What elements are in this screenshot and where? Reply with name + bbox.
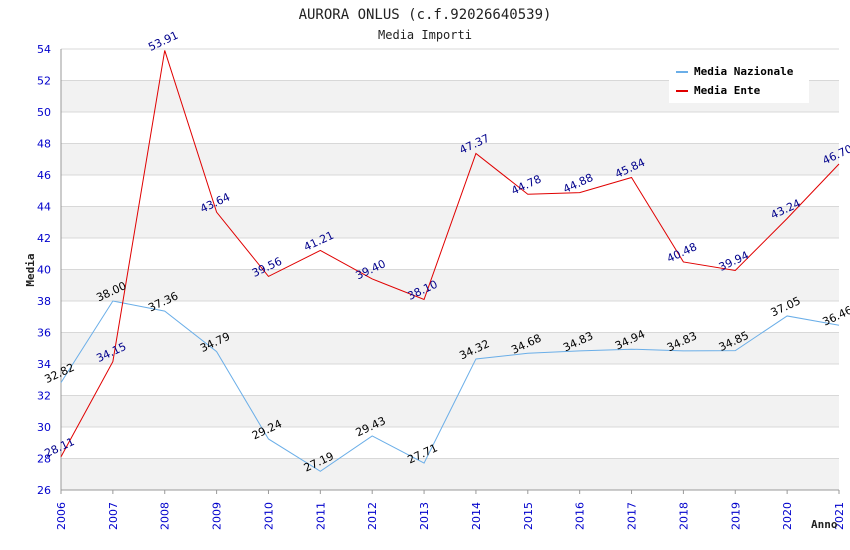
- x-tick-label: 2014: [470, 502, 483, 530]
- chart-subtitle: Media Importi: [378, 28, 472, 42]
- x-tick-label: 2013: [418, 502, 431, 530]
- series-lines: [60, 50, 840, 472]
- x-tick-label: 2019: [729, 502, 742, 530]
- data-label: 28.11: [42, 435, 76, 460]
- x-tick-label: 2010: [262, 502, 275, 530]
- y-tick-label: 48: [37, 138, 51, 151]
- chart-title: AURORA ONLUS (c.f.92026640539): [299, 7, 552, 23]
- legend-label-ente: Media Ente: [694, 84, 761, 97]
- legend-background: [669, 59, 809, 103]
- data-label: 53.91: [146, 29, 180, 54]
- x-tick-label: 2018: [677, 502, 690, 530]
- y-tick-label: 44: [37, 201, 51, 214]
- y-tick-label: 38: [37, 295, 51, 308]
- x-tick-label: 2009: [211, 502, 224, 530]
- x-tick-label: 2007: [107, 502, 120, 530]
- y-axis-label: Media: [24, 253, 37, 286]
- y-tick-label: 32: [37, 390, 51, 403]
- y-tick-label: 30: [37, 421, 51, 434]
- legend: Media Nazionale Media Ente: [669, 59, 809, 103]
- legend-label-nazionale: Media Nazionale: [694, 65, 794, 78]
- x-tick-label: 2006: [55, 502, 68, 530]
- grid-band: [61, 206, 839, 238]
- series-line-nazionale: [60, 300, 840, 472]
- tick-labels: 26 28 30 32 34 36 38 40 42 44 46 48 50 52 54 2006 2007 20…: [37, 43, 846, 530]
- grid-band: [61, 269, 839, 301]
- y-tick-label: 26: [37, 484, 51, 497]
- y-tick-label: 28: [37, 453, 51, 466]
- grid-band: [61, 332, 839, 364]
- grid-band: [61, 458, 839, 490]
- x-tick-label: 2008: [159, 502, 172, 530]
- x-tick-label: 2016: [574, 502, 587, 530]
- x-tick-label: 2011: [314, 502, 327, 530]
- x-tick-label: 2017: [626, 502, 639, 530]
- plot-background-bands: [61, 80, 839, 490]
- y-tick-label: 46: [37, 169, 51, 182]
- x-tick-label: 2012: [366, 502, 379, 530]
- y-tick-label: 42: [37, 232, 51, 245]
- grid-band: [61, 143, 839, 175]
- axes: [60, 49, 840, 494]
- y-tick-label: 34: [37, 358, 51, 371]
- x-tick-label: 2015: [522, 502, 535, 530]
- y-tick-label: 54: [37, 43, 51, 56]
- y-tick-label: 40: [37, 264, 51, 277]
- series-line-ente: [60, 50, 840, 458]
- x-tick-label: 2020: [781, 502, 794, 530]
- x-axis-label: Anno: [811, 518, 838, 531]
- data-label: 40.48: [665, 240, 699, 265]
- y-tick-label: 52: [37, 75, 51, 88]
- y-tick-label: 36: [37, 327, 51, 340]
- y-tick-label: 50: [37, 106, 51, 119]
- x-tick-label: 2021: [833, 502, 846, 530]
